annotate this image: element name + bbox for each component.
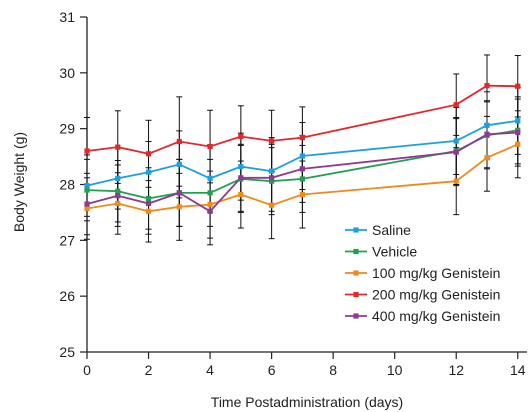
data-point <box>145 195 152 202</box>
y-tick-label: 30 <box>59 65 75 81</box>
y-axis-label: Body Weight (g) <box>11 132 27 232</box>
data-point <box>299 135 305 141</box>
y-tick-label: 27 <box>59 232 75 248</box>
data-point <box>299 176 305 182</box>
series-points <box>84 83 521 214</box>
data-point <box>484 155 490 161</box>
legend-label: 200 mg/kg Genistein <box>372 287 500 303</box>
x-tick-label: 6 <box>268 362 276 378</box>
data-point <box>453 138 459 144</box>
y-tick-label: 31 <box>59 9 75 25</box>
data-point <box>84 205 90 212</box>
data-point <box>453 149 459 155</box>
data-point <box>299 191 305 198</box>
data-point <box>238 175 244 181</box>
x-axis-label: Time Postadministration (days) <box>211 394 403 410</box>
data-point <box>207 175 213 181</box>
legend-marker <box>353 227 359 233</box>
data-point <box>176 161 182 167</box>
data-point <box>484 83 490 89</box>
data-point <box>515 129 521 136</box>
data-point <box>453 102 459 108</box>
x-tick-label: 4 <box>206 362 214 378</box>
y-tick-label: 29 <box>59 121 75 137</box>
data-point <box>269 168 275 174</box>
data-point <box>238 191 244 198</box>
data-point <box>84 183 90 189</box>
data-point <box>207 190 213 196</box>
axes: 25 26 27 28 29 30 31 0 2 4 6 8 10 12 14 <box>59 9 527 378</box>
x-tick-label: 8 <box>329 362 337 378</box>
data-point <box>176 190 182 196</box>
x-tick-label: 10 <box>387 362 403 378</box>
data-point <box>176 204 182 210</box>
data-point <box>207 143 213 150</box>
data-point <box>269 202 275 208</box>
data-point <box>269 138 275 144</box>
data-point <box>145 208 152 214</box>
data-point <box>115 144 121 150</box>
data-point <box>207 208 213 214</box>
data-point <box>84 148 90 154</box>
legend-marker <box>353 248 359 255</box>
legend-marker <box>353 291 359 298</box>
data-point <box>484 122 490 128</box>
data-point <box>115 188 121 194</box>
data-point <box>238 133 244 140</box>
x-tick-label: 2 <box>145 362 153 378</box>
x-tick-label: 12 <box>448 362 464 378</box>
y-tick-label: 25 <box>59 344 75 360</box>
legend-marker <box>353 270 359 276</box>
data-point <box>515 118 521 124</box>
data-point <box>453 178 459 184</box>
data-point <box>207 202 213 208</box>
data-point <box>145 151 152 157</box>
data-point <box>115 175 121 181</box>
legend-label: Saline <box>372 222 411 238</box>
legend-label: Vehicle <box>372 244 417 260</box>
legend-label: 400 mg/kg Genistein <box>372 308 500 324</box>
data-point <box>515 141 521 147</box>
legend: Saline Vehicle 100 mg/kg Genistein 200 mg/k… <box>345 222 500 324</box>
data-point <box>515 83 521 89</box>
data-point <box>484 131 490 137</box>
legend-marker <box>353 313 359 319</box>
data-point <box>299 153 305 159</box>
data-point <box>84 201 90 207</box>
x-tick-label: 0 <box>83 362 91 378</box>
data-point <box>299 166 305 172</box>
data-point <box>176 138 182 145</box>
data-point <box>115 193 121 199</box>
data-point <box>238 164 244 170</box>
y-tick-label: 26 <box>59 288 75 304</box>
legend-label: 100 mg/kg Genistein <box>372 265 500 281</box>
x-tick-label: 14 <box>510 362 526 378</box>
y-tick-label: 28 <box>59 177 75 193</box>
data-point <box>84 187 90 193</box>
data-point <box>145 200 152 207</box>
data-point <box>269 175 275 181</box>
data-point <box>269 178 275 184</box>
data-point <box>115 200 121 207</box>
data-point <box>145 169 152 175</box>
